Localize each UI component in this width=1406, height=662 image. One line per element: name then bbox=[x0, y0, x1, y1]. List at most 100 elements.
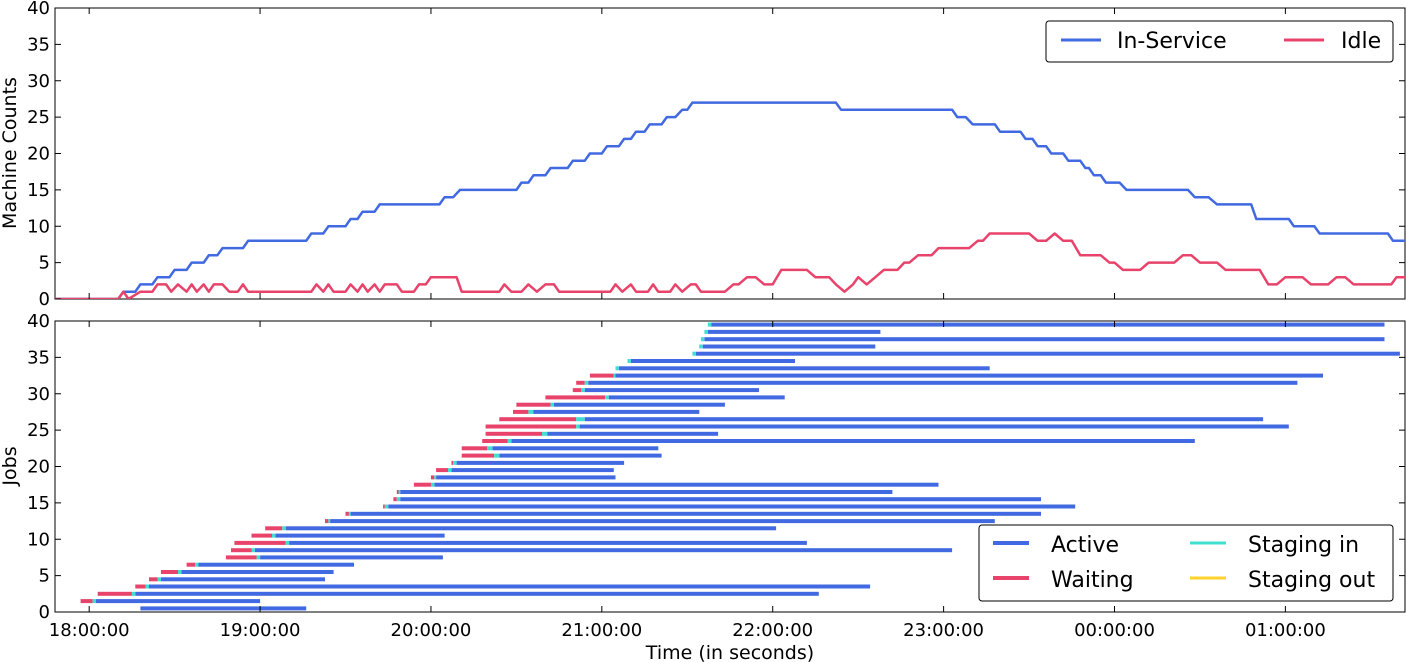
job-28-staging-in-bar bbox=[550, 402, 554, 407]
job-13-active-bar bbox=[350, 511, 1042, 516]
job-36-active-bar bbox=[702, 344, 876, 349]
bottom-y-axis-label: Jobs bbox=[0, 446, 21, 486]
top-legend-box bbox=[1045, 20, 1394, 63]
job-31-staging-in-bar bbox=[584, 380, 589, 385]
job-29-active-bar bbox=[608, 395, 785, 400]
job-1-active-bar bbox=[96, 599, 261, 604]
job-17-active-bar bbox=[434, 482, 939, 487]
job-4-active-bar bbox=[160, 577, 325, 582]
top-legend: In-Service Idle bbox=[1045, 20, 1394, 63]
job-7-staging-in-bar bbox=[256, 555, 260, 560]
job-31-waiting-bar bbox=[576, 380, 585, 385]
top-ytick-label: 35 bbox=[27, 34, 50, 55]
job-1-staging-in-bar bbox=[92, 599, 96, 604]
job-38-staging-in-bar bbox=[704, 329, 708, 334]
job-20-staging-in-bar bbox=[453, 460, 457, 465]
job-20-waiting-bar bbox=[451, 460, 454, 465]
job-12-staging-in-bar bbox=[328, 519, 331, 524]
job-16-active-bar bbox=[400, 490, 893, 494]
top-ytick-label: 10 bbox=[27, 216, 50, 237]
series-line-in-service bbox=[55, 101, 1405, 299]
job-2-waiting-bar bbox=[97, 591, 132, 596]
x-axis-label: Time (in seconds) bbox=[645, 642, 814, 662]
job-22-staging-in-bar bbox=[487, 446, 493, 451]
job-17-waiting-bar bbox=[413, 482, 431, 487]
job-20-active-bar bbox=[456, 460, 625, 465]
job-28-active-bar bbox=[554, 402, 725, 407]
job-38-active-bar bbox=[707, 329, 881, 334]
x-tick-label: 23:00:00 bbox=[903, 620, 984, 641]
x-tick-label: 21:00:00 bbox=[561, 620, 642, 641]
job-11-active-bar bbox=[285, 526, 777, 531]
job-28-waiting-bar bbox=[516, 402, 551, 407]
legend-label-in-service: In-Service bbox=[1117, 29, 1227, 54]
job-3-waiting-bar bbox=[135, 584, 146, 589]
legend-label-waiting: Waiting bbox=[1051, 568, 1134, 593]
job-19-staging-in-bar bbox=[448, 468, 452, 473]
top-y-ticks: 0 5 10 15 20 25 30 35 40 bbox=[27, 0, 1405, 310]
bottom-ytick-label: 30 bbox=[27, 384, 50, 405]
top-x-ticks bbox=[88, 8, 1286, 299]
job-16-waiting-bar bbox=[396, 490, 399, 494]
job-30-active-bar bbox=[584, 388, 759, 393]
job-22-active-bar bbox=[492, 446, 659, 451]
job-12-active-bar bbox=[330, 519, 995, 524]
job-37-active-bar bbox=[704, 337, 1385, 342]
bottom-ytick-label: 35 bbox=[27, 347, 50, 368]
job-15-waiting-bar bbox=[393, 497, 397, 502]
job-21-waiting-bar bbox=[461, 453, 495, 458]
bottom-ytick-label: 25 bbox=[27, 420, 50, 441]
job-21-active-bar bbox=[499, 453, 662, 458]
job-33-staging-in-bar bbox=[615, 366, 619, 371]
top-ytick-label: 0 bbox=[39, 289, 50, 310]
job-17-staging-in-bar bbox=[430, 482, 435, 487]
job-26-active-bar bbox=[584, 417, 1264, 422]
job-26-staging-in-bar bbox=[576, 417, 585, 422]
job-5-active-bar bbox=[181, 570, 334, 574]
job-10-staging-in-bar bbox=[272, 533, 276, 538]
top-ytick-label: 40 bbox=[27, 0, 50, 19]
machine-counts-panel: 0 5 10 15 20 25 30 35 40 Machine Counts In-Servi… bbox=[0, 0, 1406, 310]
job-30-waiting-bar bbox=[572, 388, 582, 393]
job-27-staging-in-bar bbox=[528, 409, 534, 414]
job-14-active-bar bbox=[388, 504, 1076, 509]
x-tick-label: 20:00:00 bbox=[391, 620, 472, 641]
job-0-active-bar bbox=[140, 606, 307, 611]
bottom-ytick-label: 5 bbox=[39, 566, 50, 587]
job-9-staging-in-bar bbox=[285, 540, 290, 545]
job-8-active-bar bbox=[254, 548, 953, 553]
job-23-waiting-bar bbox=[482, 439, 508, 443]
job-2-active-bar bbox=[135, 591, 819, 596]
job-5-staging-in-bar bbox=[178, 570, 182, 574]
job-33-active-bar bbox=[618, 366, 990, 371]
job-27-active-bar bbox=[533, 409, 700, 414]
job-30-staging-in-bar bbox=[581, 388, 585, 393]
legend-label-staging-in: Staging in bbox=[1248, 533, 1359, 558]
job-16-staging-in-bar bbox=[398, 490, 401, 494]
job-35-staging-in-bar bbox=[692, 351, 696, 356]
job-9-waiting-bar bbox=[234, 540, 286, 545]
job-12-waiting-bar bbox=[325, 519, 329, 524]
legend-label-staging-out: Staging out bbox=[1248, 568, 1375, 593]
bottom-legend-box bbox=[978, 524, 1394, 602]
series-line-idle bbox=[55, 232, 1405, 299]
job-27-waiting-bar bbox=[513, 409, 529, 414]
x-tick-label: 01:00:00 bbox=[1245, 620, 1326, 641]
bottom-y-ticks: 0 5 10 15 20 25 30 35 40 bbox=[27, 311, 1405, 623]
top-ytick-label: 20 bbox=[27, 144, 50, 165]
job-19-waiting-bar bbox=[436, 468, 449, 473]
job-34-active-bar bbox=[630, 359, 795, 363]
job-7-waiting-bar bbox=[225, 555, 257, 560]
top-ytick-label: 25 bbox=[27, 107, 50, 128]
job-21-staging-in-bar bbox=[494, 453, 500, 458]
job-31-active-bar bbox=[588, 380, 1298, 385]
job-32-staging-in-bar bbox=[613, 373, 616, 378]
job-3-active-bar bbox=[149, 584, 871, 589]
job-39-staging-in-bar bbox=[707, 322, 712, 327]
job-32-active-bar bbox=[615, 373, 1323, 378]
job-25-waiting-bar bbox=[485, 424, 577, 429]
bottom-ytick-label: 15 bbox=[27, 493, 50, 514]
job-23-staging-in-bar bbox=[507, 439, 512, 443]
job-24-active-bar bbox=[547, 431, 719, 436]
x-tick-label: 22:00:00 bbox=[732, 620, 813, 641]
